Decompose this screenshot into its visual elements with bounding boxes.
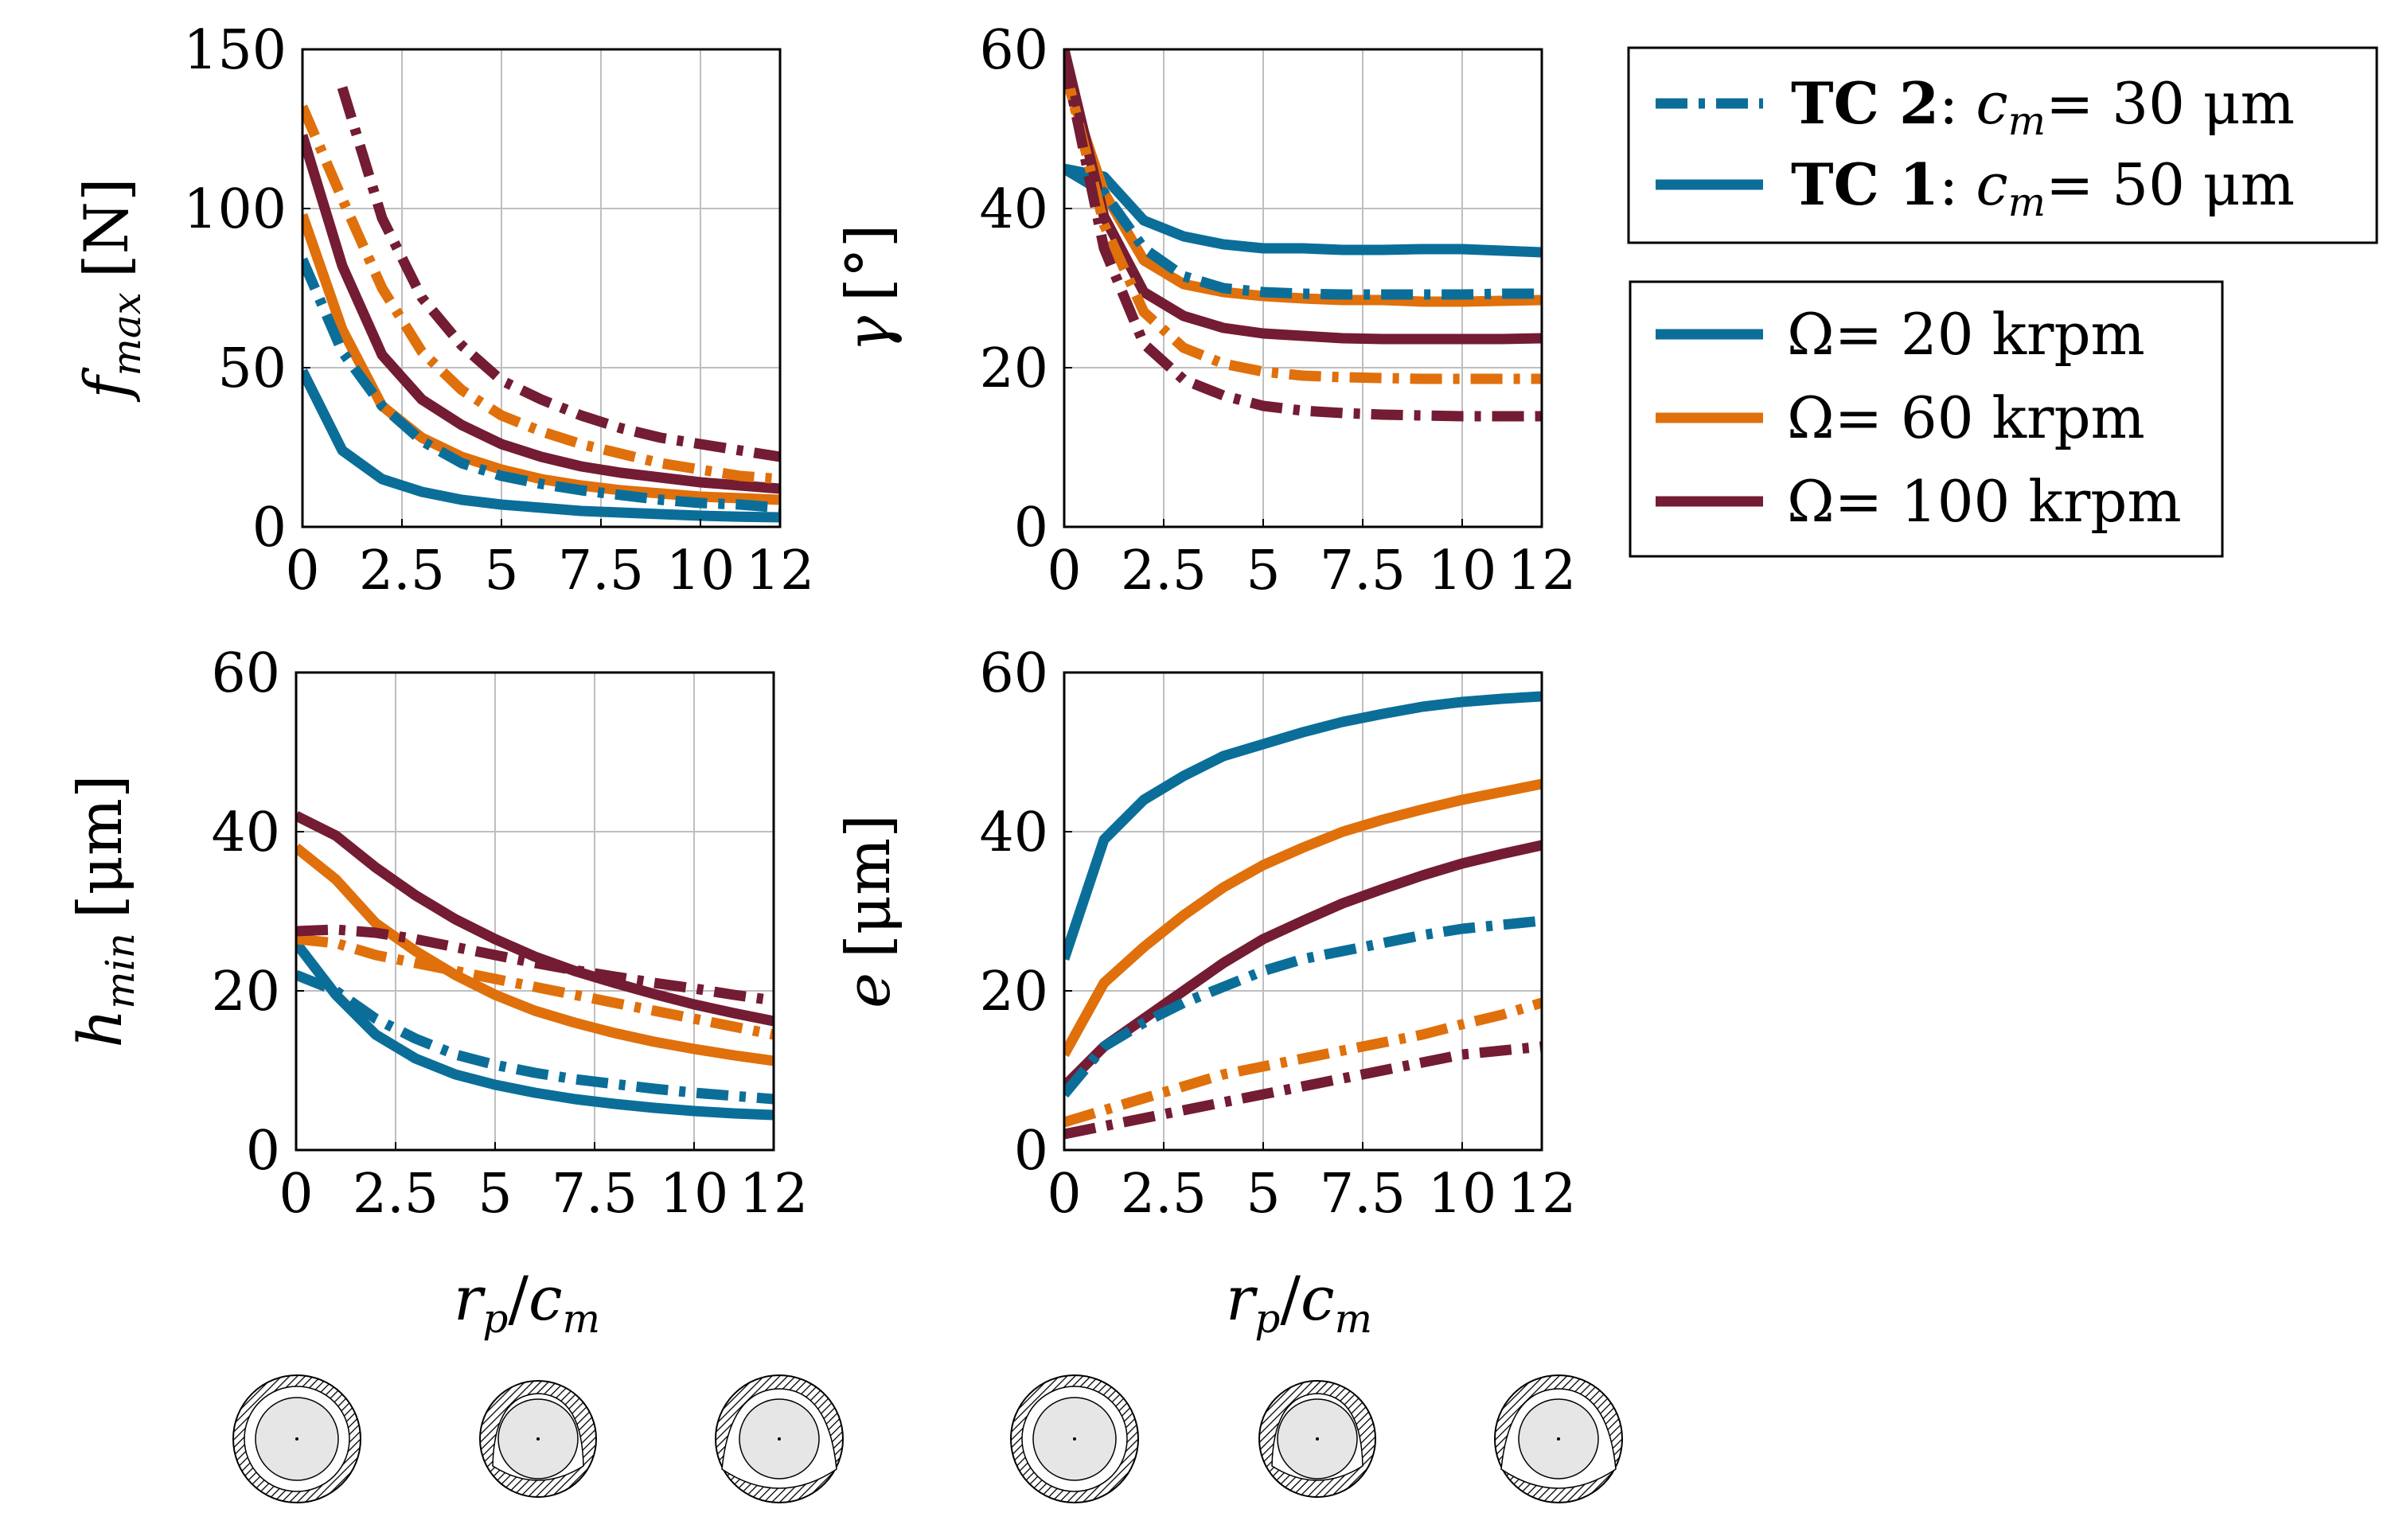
bearing-sketch-lobed-large — [715, 1374, 844, 1503]
series-line-tc1-omega_100 — [296, 811, 774, 1027]
series-line-tc2-omega_20 — [302, 257, 780, 513]
series-line-tc2-omega_100 — [1064, 1041, 1542, 1140]
bearing-sketch-lobed-small-2 — [1258, 1380, 1376, 1498]
series-line-tc2-omega_60 — [1064, 997, 1542, 1128]
series-line-tc2-omega_100 — [1064, 56, 1542, 422]
series-group — [302, 86, 780, 523]
series-line-tc2-omega_100 — [337, 86, 780, 462]
tick-label-y: 20 — [211, 961, 280, 1023]
tick-label-y: 0 — [252, 497, 287, 559]
plot-frame — [301, 48, 782, 528]
tick-label-x: 7.5 — [552, 1163, 638, 1226]
tick-label-x: 7.5 — [1320, 1163, 1406, 1226]
bearing-sketch-lobed-small — [479, 1380, 597, 1498]
tick-label-x: 2.5 — [1121, 540, 1207, 602]
tick-label-y: 20 — [979, 961, 1048, 1023]
tick-label-x: 0 — [1047, 540, 1081, 602]
tick-label-y: 60 — [979, 642, 1048, 705]
series-line-tc2-omega_20 — [1064, 164, 1542, 300]
tick-label-x: 7.5 — [558, 540, 644, 602]
series-line-tc2-omega_60 — [1064, 64, 1542, 384]
chart-e: 0 2.5 5 7.5 10 12 0 20 40 60 e[μm] — [833, 642, 1576, 1226]
series-group — [1064, 49, 1542, 422]
series-line-tc1-omega_60 — [1064, 778, 1542, 1058]
tick-label-x: 5 — [484, 540, 518, 602]
legend-label-omega-20: Ω= 20 krpm — [1787, 301, 2145, 368]
tick-label-x: 12 — [746, 540, 815, 602]
y-axis-label-fmax: fmax[N] — [71, 177, 150, 402]
y-axis-label-gamma: γ[°] — [833, 224, 903, 353]
tick-label-x: 5 — [478, 1163, 512, 1226]
y-axis-label-e: e[μm] — [833, 814, 903, 1008]
legend-label-omega-60: Ω= 60 krpm — [1787, 384, 2145, 451]
series-line-tc1-omega_20 — [1064, 163, 1542, 258]
tick-label-x: 12 — [739, 1163, 809, 1226]
series-line-tc1-omega_100 — [1064, 49, 1542, 345]
tick-label-y: 40 — [211, 801, 280, 864]
series-line-tc1-omega_100 — [1064, 840, 1542, 1090]
tick-label-x: 0 — [279, 1163, 313, 1226]
tick-label-y: 100 — [183, 178, 287, 241]
tick-label-y: 50 — [217, 337, 287, 400]
plot-frame — [295, 671, 775, 1152]
chart-fmax: 0 2.5 5 7.5 10 12 0 50 100 150 fmax[N] — [71, 19, 814, 602]
series-line-tc1-omega_20 — [296, 940, 774, 1121]
bearing-sketch-circular — [232, 1374, 361, 1503]
tick-label-x: 10 — [666, 540, 735, 602]
series-line-tc2-omega_100 — [296, 924, 774, 1006]
tick-label-x: 2.5 — [353, 1163, 439, 1226]
x-axis-label-left: rp/cm — [454, 1263, 600, 1342]
series-line-tc1-omega_100 — [302, 134, 780, 494]
tick-label-x: 10 — [1428, 540, 1497, 602]
chart-hmin: 0 2.5 5 7.5 10 12 0 20 40 60 hmin[μm] — [64, 642, 808, 1226]
legend-label-omega-100: Ω= 100 krpm — [1787, 468, 2182, 535]
tick-label-y: 40 — [979, 801, 1048, 864]
tick-label-y: 0 — [1014, 497, 1048, 559]
y-axis-label-hmin: hmin[μm] — [64, 774, 143, 1047]
series-line-tc1-omega_20 — [1064, 691, 1542, 961]
tick-label-x: 2.5 — [359, 540, 445, 602]
plot-frame — [1063, 671, 1543, 1152]
tick-label-y: 150 — [183, 19, 287, 82]
tick-label-x: 10 — [660, 1163, 729, 1226]
series-line-tc2-omega_60 — [302, 104, 780, 485]
plot-area — [1064, 673, 1542, 1150]
x-axis-label-right: rp/cm — [1226, 1263, 1372, 1342]
tick-label-y: 0 — [246, 1120, 280, 1183]
series-line-tc1-omega_20 — [302, 368, 780, 523]
bearing-sketch-lobed-large-2 — [1494, 1374, 1623, 1503]
tick-label-y: 40 — [979, 178, 1048, 241]
tick-label-y: 60 — [979, 19, 1048, 82]
series-line-tc1-omega_60 — [1064, 71, 1542, 307]
tick-label-x: 0 — [285, 540, 319, 602]
legend-label-tc1: TC 1: cm= 50 μm — [1791, 150, 2295, 225]
tick-label-y: 20 — [979, 337, 1048, 400]
plot-area — [1064, 49, 1542, 527]
legend-test-case: TC 2: cm= 30 μm TC 1: cm= 50 μm — [1627, 46, 2378, 244]
series-line-tc2-omega_60 — [296, 934, 774, 1040]
bearing-sketch-circular-2 — [1010, 1374, 1139, 1503]
tick-label-x: 5 — [1246, 540, 1280, 602]
tick-label-x: 12 — [1508, 1163, 1577, 1226]
series-line-tc1-omega_60 — [296, 843, 774, 1066]
tick-label-x: 12 — [1508, 540, 1577, 602]
series-group — [296, 811, 774, 1121]
tick-label-y: 60 — [211, 642, 280, 705]
tick-label-x: 7.5 — [1320, 540, 1406, 602]
legend-speed: Ω= 20 krpm Ω= 60 krpm Ω= 100 krpm — [1629, 280, 2224, 558]
plot-frame — [1063, 48, 1543, 528]
bearing-sketches — [232, 1374, 1623, 1503]
tick-label-x: 2.5 — [1121, 1163, 1207, 1226]
tick-label-x: 0 — [1047, 1163, 1081, 1226]
series-line-tc2-omega_20 — [296, 969, 774, 1105]
series-line-tc2-omega_20 — [1064, 915, 1542, 1098]
series-group — [1064, 691, 1542, 1140]
tick-label-y: 0 — [1014, 1120, 1048, 1183]
tick-label-x: 5 — [1246, 1163, 1280, 1226]
chart-gamma: 0 2.5 5 7.5 10 12 0 20 40 60 γ[°] — [833, 19, 1576, 602]
legend-label-tc2: TC 2: cm= 30 μm — [1791, 69, 2295, 144]
tick-label-x: 10 — [1428, 1163, 1497, 1226]
